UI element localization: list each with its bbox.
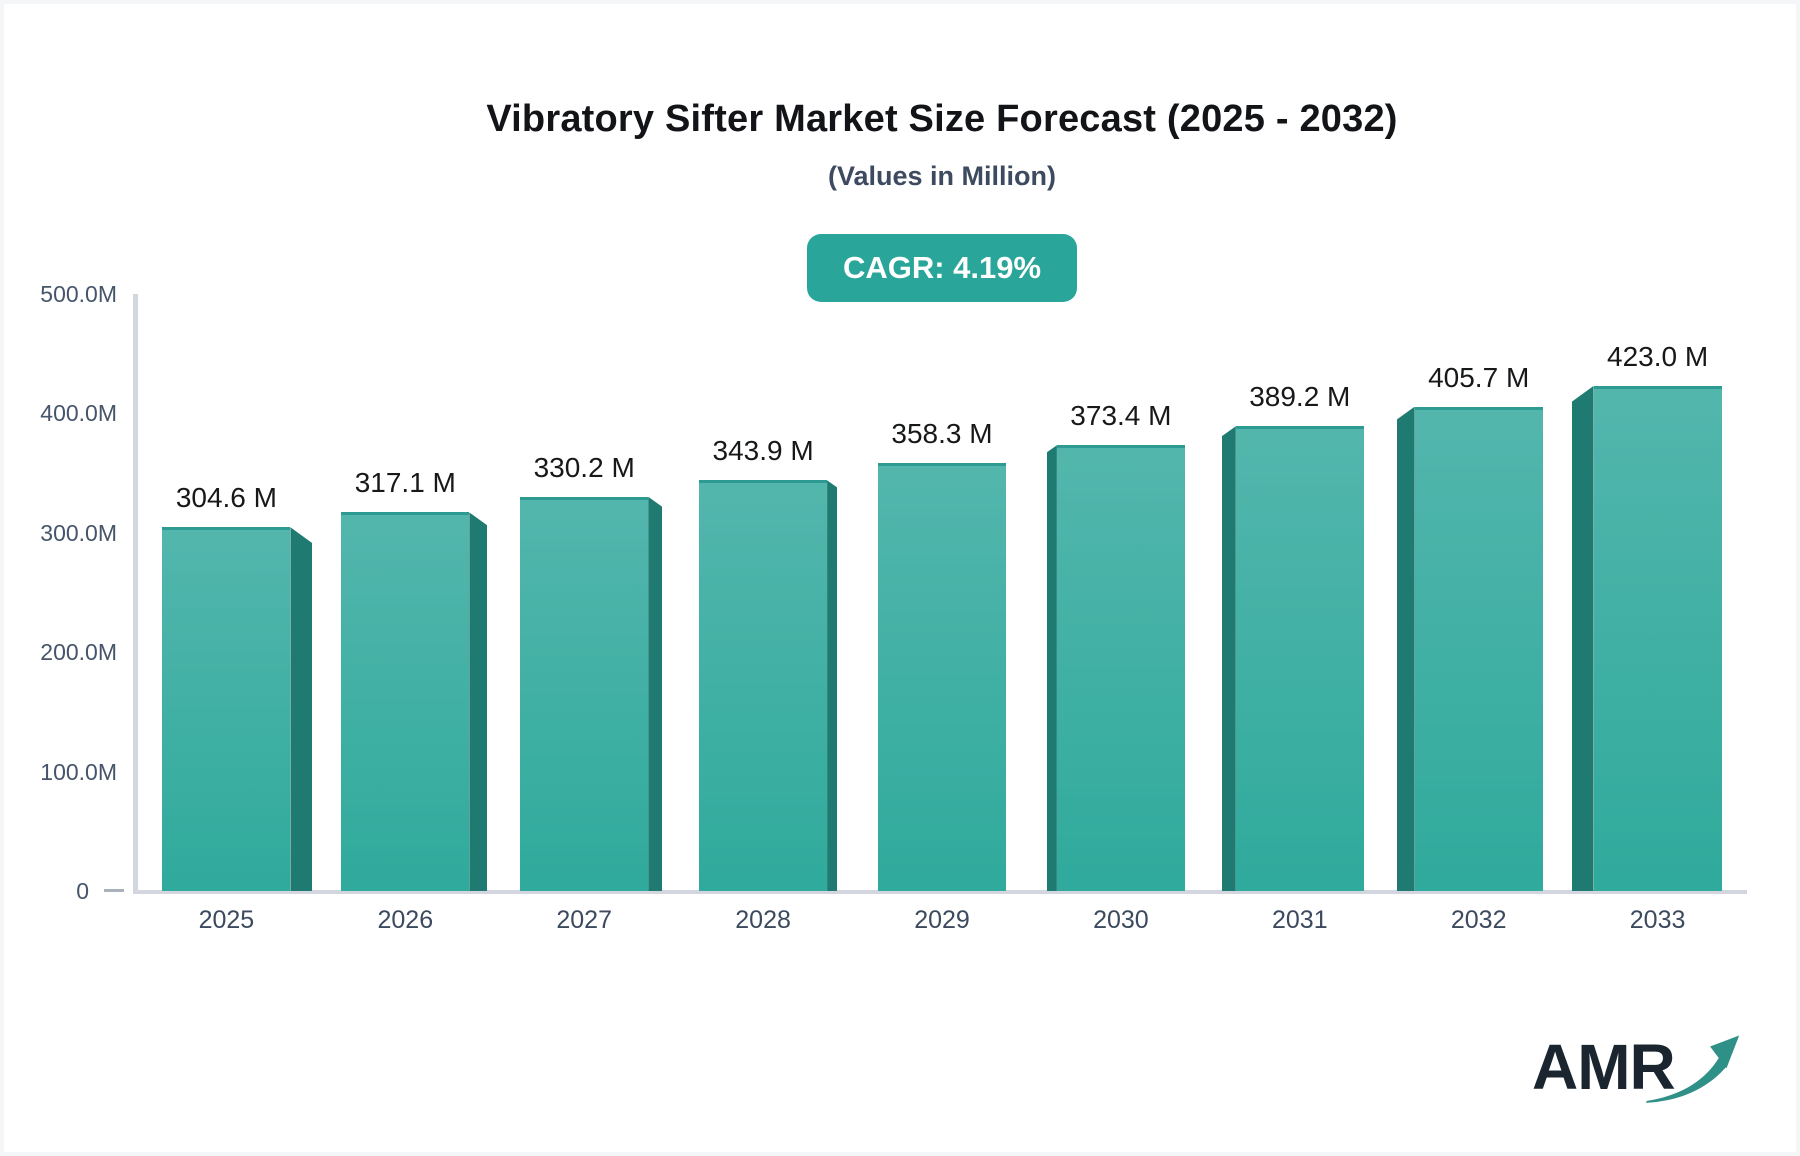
bar-value-label: 343.9 M <box>712 435 814 467</box>
zero-tick-mark <box>104 889 124 892</box>
bar-side-face <box>290 527 313 891</box>
bar-2029 <box>878 463 1006 891</box>
x-axis-tick-label: 2025 <box>198 906 255 934</box>
bar-2030 <box>1056 445 1185 891</box>
bar-side-face <box>1046 445 1057 891</box>
bar-side-face <box>648 496 663 891</box>
bar-side-face <box>1221 426 1236 891</box>
bar-value-label: 330.2 M <box>533 451 635 483</box>
bar-value-label: 373.4 M <box>1070 400 1172 432</box>
x-axis-tick-label: 2026 <box>377 906 434 934</box>
bar-2032 <box>1414 406 1543 891</box>
chart-card: Vibratory Sifter Market Size Forecast (2… <box>4 4 1796 1152</box>
chart-title: Vibratory Sifter Market Size Forecast (2… <box>486 98 1398 140</box>
y-axis-tick-label: 500.0M <box>40 281 117 307</box>
chart-header: Vibratory Sifter Market Size Forecast (2… <box>137 4 1747 302</box>
y-axis-tick-label: 100.0M <box>40 758 117 785</box>
bar-side-face <box>1571 385 1594 891</box>
bar-2027 <box>520 496 649 891</box>
x-axis-tick-label: 2027 <box>556 906 612 934</box>
amr-logo: AMR <box>1532 1034 1741 1112</box>
x-axis-line <box>133 890 1747 894</box>
bar-2031 <box>1235 426 1364 891</box>
chart-subtitle: (Values in Million) <box>827 161 1057 191</box>
x-axis-tick-label: 2033 <box>1629 906 1686 934</box>
y-axis-tick-label: 0 <box>76 878 89 904</box>
bar-2028 <box>699 480 828 891</box>
x-axis-tick-label: 2031 <box>1271 906 1328 934</box>
bar-side-face <box>469 512 488 891</box>
x-axis-tick-label: 2028 <box>735 906 791 934</box>
x-axis-tick-label: 2030 <box>1093 906 1149 934</box>
bar-2026 <box>341 512 470 891</box>
y-axis-tick-label: 300.0M <box>40 519 117 546</box>
y-axis-line <box>133 294 138 894</box>
bar-side-face <box>827 480 838 891</box>
bar-value-label: 304.6 M <box>175 482 277 514</box>
bar-value-label: 317.1 M <box>354 467 456 499</box>
cagr-badge: CAGR: 4.19% <box>806 234 1078 302</box>
y-axis-tick-label: 400.0M <box>40 400 117 427</box>
x-axis-tick-label: 2029 <box>914 906 970 934</box>
bar-side-face <box>1396 406 1415 891</box>
y-axis-tick-label: 200.0M <box>40 639 117 666</box>
x-axis-tick-label: 2032 <box>1450 906 1507 934</box>
growth-arrow-icon <box>1646 1035 1739 1103</box>
bar-value-label: 389.2 M <box>1249 381 1351 413</box>
amr-logo-text: AMR <box>1532 1031 1676 1103</box>
bar-value-label: 358.3 M <box>891 418 993 450</box>
bar-chart-plot-area: 500.0M 400.0M 300.0M 200.0M 100.0M 0 304.6 M 20… <box>40 281 1747 934</box>
bar-2033 <box>1593 385 1722 891</box>
bar-value-label: 423.0 M <box>1607 340 1709 372</box>
bar-2025 <box>162 527 291 891</box>
bar-value-label: 405.7 M <box>1428 361 1530 393</box>
